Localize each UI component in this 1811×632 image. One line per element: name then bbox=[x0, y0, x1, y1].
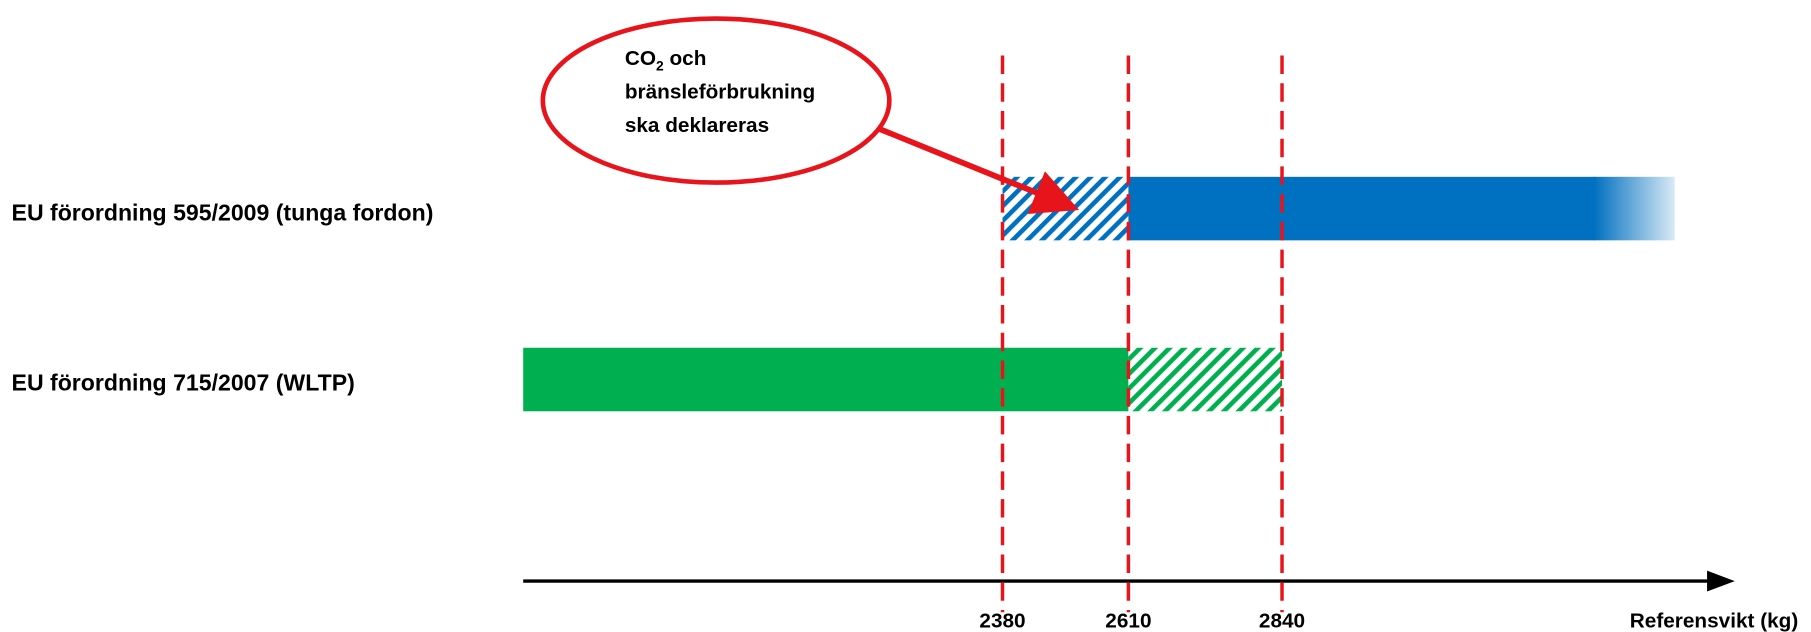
callout-text: CO bbox=[625, 47, 656, 70]
green-hatched-bar bbox=[1128, 347, 1283, 412]
callout-text: och bbox=[664, 47, 707, 70]
blue-bar bbox=[1128, 176, 1596, 241]
tick-label: 2610 bbox=[1105, 609, 1151, 632]
green-bar bbox=[523, 347, 1129, 412]
callout-line: CO2 och bbox=[625, 47, 707, 74]
dashed-lines bbox=[1000, 55, 1284, 613]
axis-label: Referensvikt (kg) bbox=[1630, 609, 1799, 632]
axis-arrow bbox=[1707, 570, 1735, 592]
callout-ellipse bbox=[540, 16, 892, 185]
row-label: EU förordning 595/2009 (tunga fordon) bbox=[12, 200, 434, 226]
tick-label: 2380 bbox=[979, 609, 1025, 632]
tick-label: 2840 bbox=[1259, 609, 1305, 632]
callout-line: ska deklareras bbox=[625, 114, 769, 137]
callout-line: bränsleförbrukning bbox=[625, 80, 815, 103]
callout-sub: 2 bbox=[656, 58, 664, 74]
row-label: EU förordning 715/2007 (WLTP) bbox=[12, 369, 355, 395]
blue-bar-fade bbox=[1593, 176, 1675, 241]
callout-arrow bbox=[851, 115, 1080, 215]
